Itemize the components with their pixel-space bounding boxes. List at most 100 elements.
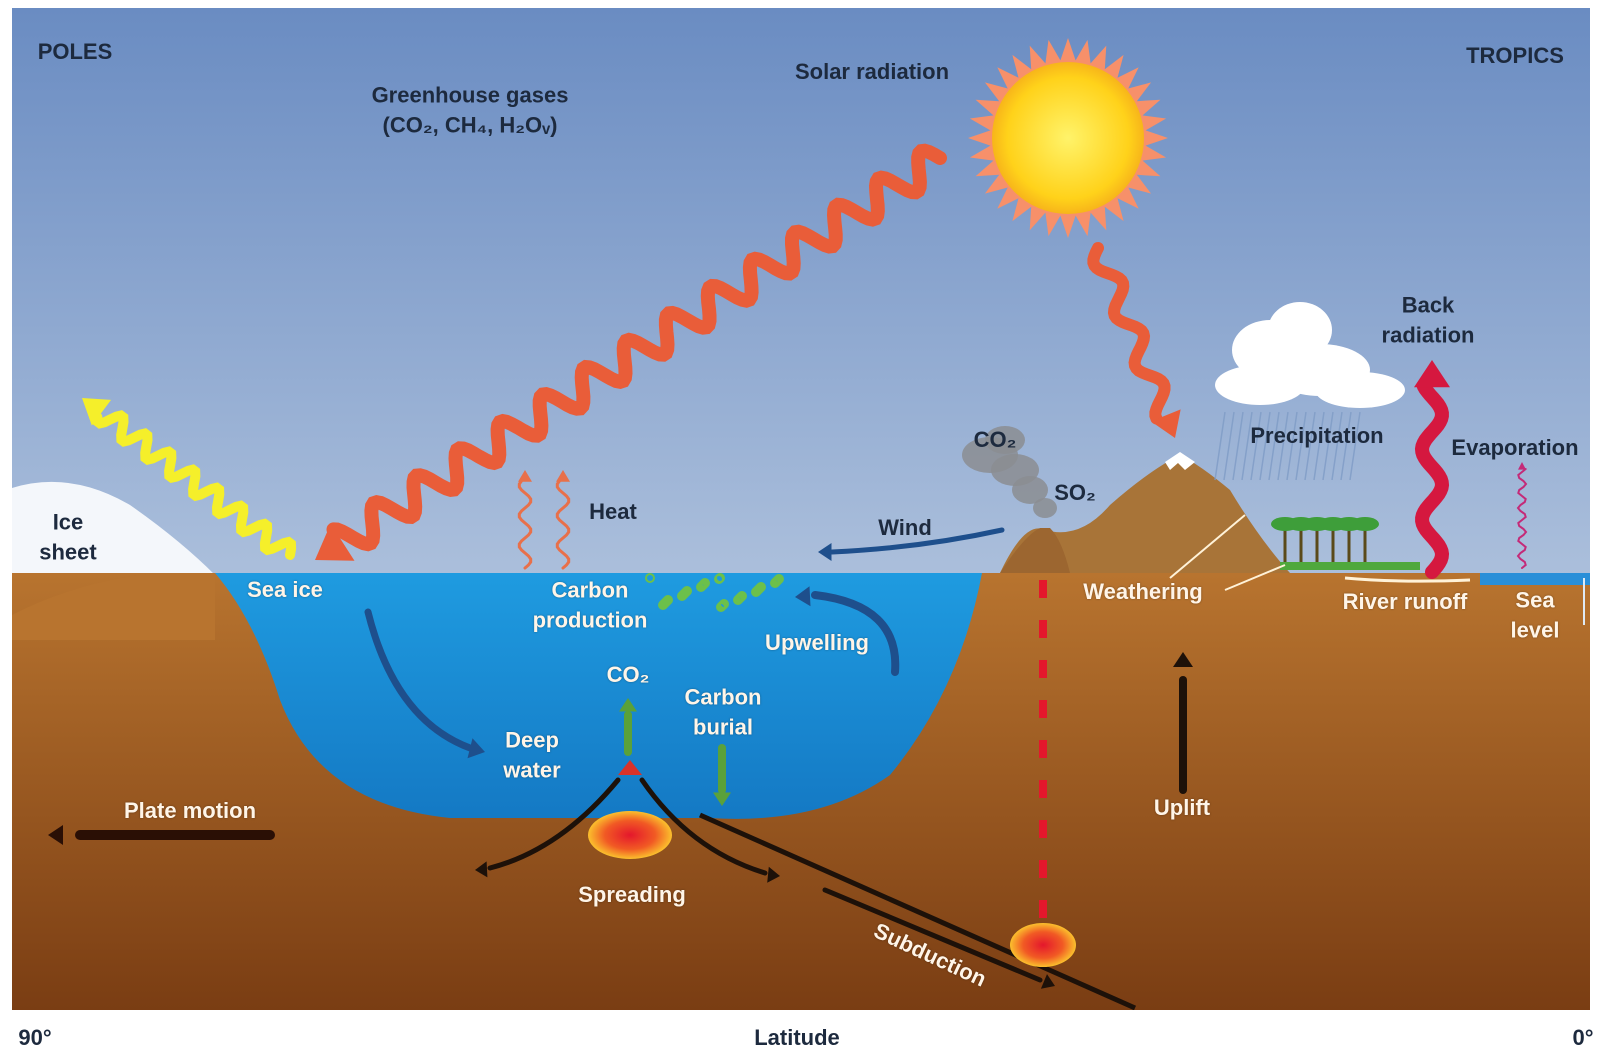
- uplift-arrow-head: [1173, 652, 1193, 667]
- label: Upwelling: [765, 630, 869, 656]
- plankton: [677, 591, 687, 601]
- label: 0°: [1572, 1025, 1594, 1051]
- plankton: [645, 573, 655, 583]
- label: Carbon production: [532, 577, 648, 632]
- label: Carbon burial: [684, 684, 762, 739]
- label: TROPICS: [1466, 43, 1564, 69]
- label: CO₂: [606, 662, 650, 688]
- back-radiation-arrow-head: [1414, 360, 1450, 388]
- label: Solar radiation: [794, 59, 950, 85]
- solar-arrow-head: [1151, 409, 1181, 438]
- mountain: [1000, 455, 1290, 573]
- label: Back radiation: [1381, 292, 1475, 347]
- label: Plate motion: [123, 798, 257, 824]
- smoke: [1033, 498, 1057, 518]
- co2-arrow-head: [619, 698, 637, 712]
- plankton: [716, 602, 726, 612]
- plate-motion-arrow-head: [48, 825, 63, 845]
- snow-cap: [1165, 452, 1195, 470]
- label: Wind: [878, 515, 932, 541]
- rain: [1277, 411, 1289, 481]
- river: [1344, 576, 1471, 583]
- label: Ice sheet: [39, 509, 97, 564]
- subduction-arrow-head: [1040, 974, 1055, 989]
- label: Latitude: [754, 1025, 840, 1051]
- label: Spreading: [578, 882, 686, 908]
- grass: [1280, 562, 1420, 570]
- label: Deep water: [503, 727, 561, 782]
- cloud: [1268, 302, 1332, 358]
- heat-arrow: [555, 479, 571, 570]
- label: SO₂: [1054, 480, 1096, 506]
- reflected-arrow-head: [82, 398, 112, 426]
- back-radiation-arrow: [1414, 379, 1450, 579]
- pointer: [1169, 514, 1246, 579]
- spreading-arrow: [487, 777, 621, 871]
- rain: [1232, 411, 1244, 481]
- label: Greenhouse gases (CO₂, CH₄, H₂Oᵥ): [371, 82, 569, 137]
- cloud: [1315, 372, 1405, 408]
- ridge: [618, 760, 642, 775]
- label: Weathering: [1083, 579, 1203, 605]
- plankton: [714, 574, 724, 584]
- spreading-arrow-head: [475, 861, 488, 878]
- label: CO₂: [973, 427, 1017, 453]
- heat-arrow: [517, 479, 533, 570]
- magma-chamber: [1010, 923, 1076, 967]
- solar-arrow-head: [315, 523, 355, 561]
- label: Heat: [589, 499, 637, 525]
- deep-water-arrow-head: [467, 738, 485, 759]
- solar-arrow: [1087, 242, 1171, 425]
- plankton: [770, 578, 780, 588]
- pointer: [1224, 564, 1286, 591]
- label: Uplift: [1153, 795, 1211, 821]
- rain: [1223, 411, 1235, 481]
- rain: [1268, 411, 1280, 481]
- plate-edge: [698, 812, 1137, 1011]
- evaporation-arrow-head: [1518, 462, 1526, 470]
- rain: [1214, 411, 1226, 481]
- smoke: [985, 426, 1025, 454]
- wind-arrow-head: [818, 543, 832, 561]
- plankton: [696, 582, 706, 592]
- spreading-arrow: [639, 777, 768, 876]
- rain: [1340, 411, 1352, 481]
- solar-arrow: [326, 143, 947, 552]
- label: River runoff: [1342, 589, 1468, 615]
- label: 90°: [18, 1025, 52, 1051]
- label: POLES: [37, 39, 113, 65]
- label: Precipitation: [1250, 423, 1384, 449]
- plankton: [733, 595, 743, 605]
- rain: [1322, 411, 1334, 481]
- magma: [588, 811, 672, 859]
- tropical-sea: [1480, 573, 1590, 585]
- volcano: [1000, 528, 1070, 573]
- plankton: [751, 587, 761, 597]
- wind-arrow: [829, 527, 1005, 555]
- heat-arrow-head: [556, 470, 570, 482]
- rain: [1259, 411, 1271, 481]
- pole-hill: [12, 573, 215, 640]
- deep-water-arrow: [364, 608, 474, 752]
- upwelling-arrow-head: [795, 586, 811, 607]
- reflected-arrow: [92, 410, 297, 560]
- cloud: [1215, 365, 1305, 405]
- upwelling-arrow: [811, 591, 900, 676]
- rain: [1304, 411, 1316, 481]
- label: Sea level: [1510, 587, 1560, 642]
- label: Evaporation: [1451, 435, 1579, 461]
- tree-crown: [1351, 517, 1379, 531]
- rain: [1349, 411, 1361, 481]
- axis-strip: [0, 1010, 1601, 1051]
- rain: [1250, 411, 1262, 481]
- burial-arrow-head: [713, 792, 731, 806]
- sun: [992, 62, 1144, 214]
- rain: [1295, 411, 1307, 481]
- plankton: [658, 600, 668, 610]
- evaporation-arrow: [1516, 468, 1528, 569]
- label: Sea ice: [247, 577, 323, 603]
